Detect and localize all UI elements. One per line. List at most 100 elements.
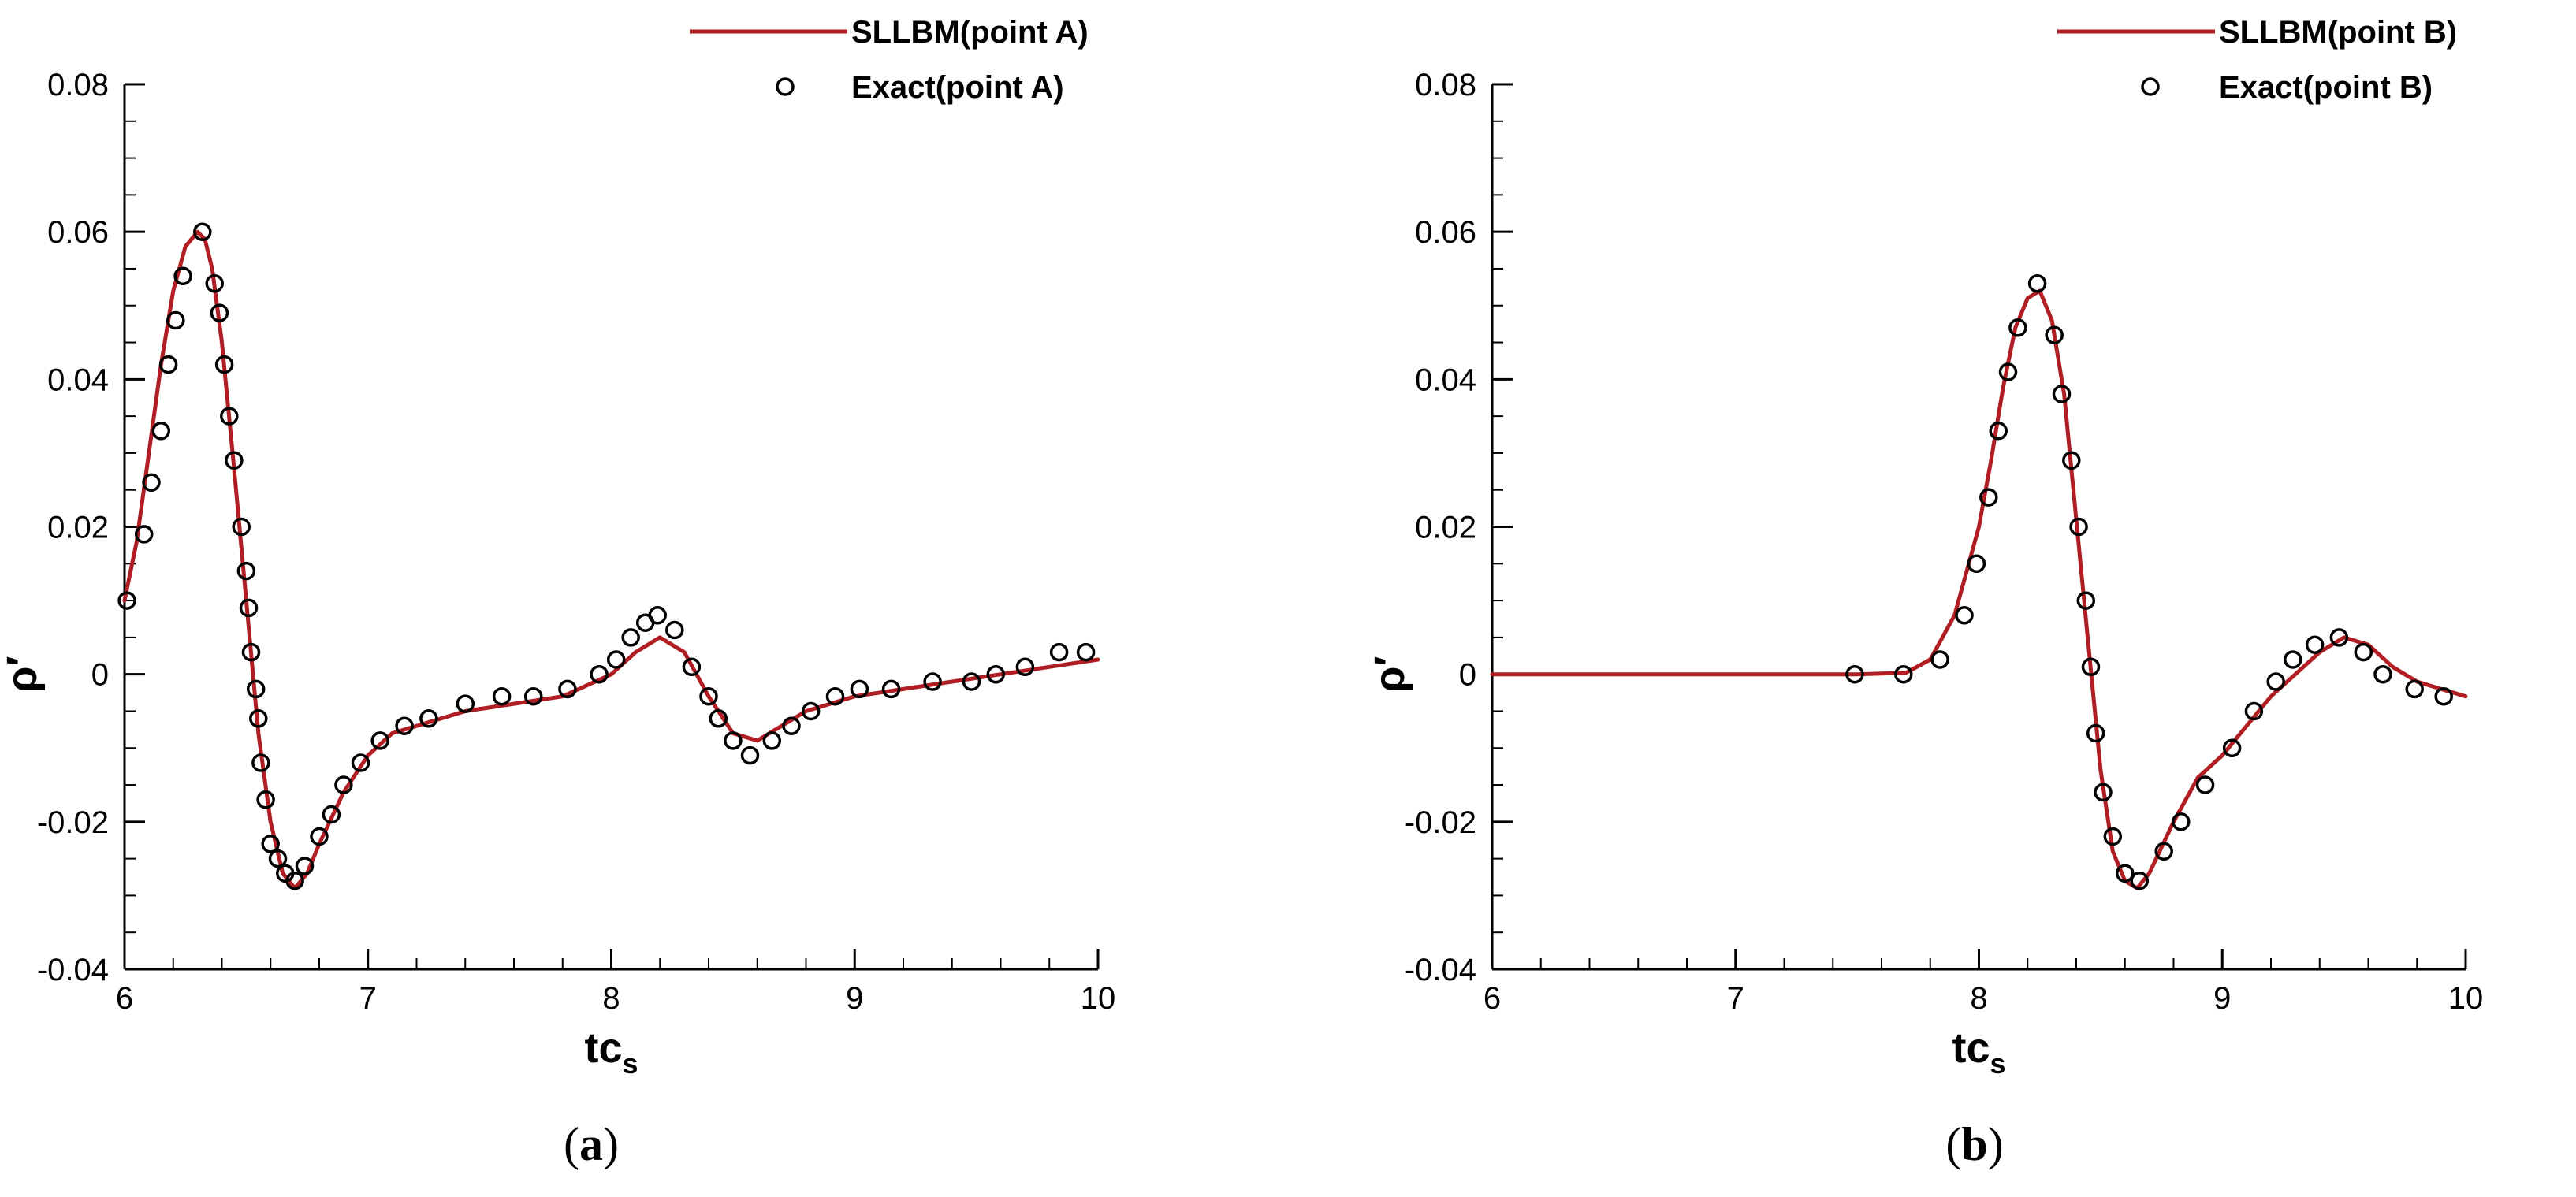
data-point-a [351, 753, 370, 772]
panel-label: (a) [564, 1118, 619, 1170]
data-point-a [606, 650, 626, 669]
y-tick-label: 0 [1459, 658, 1476, 693]
data-point-a [419, 709, 438, 728]
data-point-b [2154, 842, 2173, 861]
x-tick-label: 10 [1081, 981, 1116, 1016]
x-tick-label: 6 [116, 981, 133, 1016]
data-point-b [1894, 664, 1913, 684]
data-point-b [2434, 686, 2453, 706]
legend-label-markers: Exact(point B) [2219, 70, 2433, 105]
data-point-a [456, 694, 475, 713]
data-point-a [881, 679, 901, 699]
y-axis-title: ρ′ [0, 656, 46, 692]
data-point-b [2354, 642, 2373, 662]
data-point-a [322, 805, 341, 824]
data-point-b [2076, 591, 2096, 610]
data-point-a [923, 672, 942, 691]
data-point-a [205, 273, 224, 293]
data-point-a [158, 355, 178, 374]
data-point-b [2172, 812, 2191, 831]
data-point-a [225, 451, 244, 470]
data-point-a [709, 709, 728, 728]
data-point-b [2195, 775, 2215, 794]
data-point-a [246, 679, 266, 699]
data-point-a [214, 355, 234, 374]
panel-label-close: ) [1988, 1118, 2004, 1170]
data-point-a [492, 686, 512, 706]
data-point-a [782, 716, 801, 735]
data-point-a [621, 628, 640, 647]
data-point-b [1955, 606, 1974, 625]
data-point-a [395, 716, 414, 735]
data-point-a [665, 620, 684, 640]
data-point-b [2069, 517, 2088, 537]
data-point-b [2329, 628, 2349, 647]
data-point-a [166, 310, 185, 330]
data-point-b [1979, 488, 1998, 507]
y-tick-label: 0.02 [47, 511, 109, 545]
data-point-b [1930, 650, 1949, 669]
data-point-b [2284, 650, 2302, 669]
data-point-a [261, 835, 280, 853]
data-point-b [2244, 701, 2264, 721]
data-point-a [151, 422, 171, 441]
data-point-a [590, 664, 609, 684]
x-tick-label: 6 [1483, 981, 1501, 1016]
data-point-b [2266, 672, 2285, 691]
data-point-b [1998, 362, 2018, 381]
data-point-b [2222, 738, 2242, 758]
y-tick-label: 0.02 [1415, 511, 1476, 545]
data-point-b [2052, 385, 2072, 403]
data-point-a [236, 561, 256, 581]
legend-marker-swatch [776, 77, 795, 96]
data-point-a [295, 857, 315, 875]
panel-label-close: ) [603, 1118, 619, 1170]
data-point-a [801, 701, 821, 721]
data-point-a [370, 731, 389, 750]
data-point-a [232, 517, 251, 537]
legend-label-markers: Exact(point A) [851, 70, 1064, 105]
y-tick-label: 0.04 [1415, 362, 1476, 397]
y-tick-label: 0.04 [47, 362, 109, 397]
x-tick-label: 10 [2448, 981, 2484, 1016]
y-tick-label: 0 [91, 658, 109, 693]
x-tick-label: 8 [602, 981, 620, 1016]
x-tick-label: 9 [2213, 981, 2231, 1016]
series-line-b [1490, 288, 2468, 890]
data-point-a [962, 672, 981, 691]
y-tick-label: -0.02 [37, 805, 109, 840]
y-tick-label: 0.06 [47, 215, 109, 250]
data-point-a [251, 753, 270, 772]
data-point-a [1076, 642, 1096, 662]
data-point-b [2086, 723, 2105, 743]
data-point-a [310, 827, 329, 846]
panel-label: (b) [1945, 1118, 2003, 1170]
x-tick-label: 8 [1970, 981, 1987, 1016]
panel-label-letter: b [1961, 1118, 1987, 1170]
data-point-a [699, 686, 718, 706]
data-point-b [2305, 635, 2325, 654]
data-point-b [2027, 273, 2047, 293]
legend-label-line: SLLBM(point A) [851, 15, 1089, 50]
x-tick-label: 7 [1727, 981, 1744, 1016]
x-tick-label: 7 [359, 981, 377, 1016]
data-point-a [1015, 657, 1035, 677]
data-point-b [1967, 554, 1986, 574]
legend-label-line: SLLBM(point B) [2219, 15, 2457, 50]
data-point-a [682, 657, 702, 677]
data-point-b [2062, 451, 2081, 470]
y-tick-label: 0.08 [47, 68, 109, 102]
data-point-a [220, 407, 239, 426]
data-point-a [825, 686, 845, 706]
x-axis-title-main: tc [584, 1024, 622, 1072]
data-point-a [523, 686, 543, 706]
y-tick-label: -0.04 [1405, 953, 1476, 987]
data-point-a [724, 731, 743, 750]
data-point-a [986, 664, 1006, 684]
data-point-a [239, 598, 259, 618]
data-point-a [762, 731, 782, 750]
data-point-a [241, 642, 261, 662]
data-point-a [334, 775, 353, 794]
data-point-a [285, 871, 304, 890]
